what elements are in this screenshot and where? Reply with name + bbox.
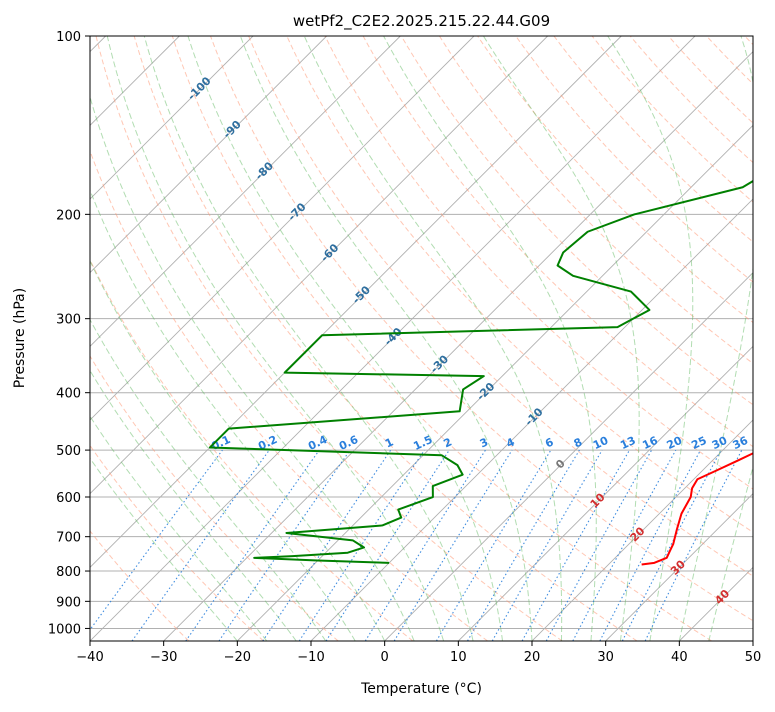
x-tick-label: −10 [297,650,324,665]
y-tick-label: 800 [56,565,81,580]
x-tick-label: 30 [597,650,614,665]
y-tick-label: 700 [56,531,81,546]
chart-title: wetPf2_C2E2.2025.215.22.44.G09 [293,12,550,31]
x-tick-label: −20 [224,650,251,665]
y-tick-label: 100 [56,30,81,45]
x-tick-label: −30 [150,650,177,665]
y-tick-label: 600 [56,491,81,506]
x-tick-label: 50 [745,650,762,665]
x-tick-label: 0 [381,650,389,665]
y-tick-label: 400 [56,387,81,402]
x-tick-label: 20 [524,650,541,665]
y-tick-label: 300 [56,313,81,328]
x-axis-label: Temperature (°C) [360,681,482,697]
x-tick-label: 10 [450,650,467,665]
y-tick-label: 200 [56,208,81,223]
x-tick-label: −40 [76,650,103,665]
y-tick-label: 500 [56,444,81,459]
x-tick-label: 40 [671,650,688,665]
y-axis-label: Pressure (hPa) [12,288,28,388]
y-tick-label: 900 [56,595,81,610]
y-tick-label: 1000 [48,622,81,637]
